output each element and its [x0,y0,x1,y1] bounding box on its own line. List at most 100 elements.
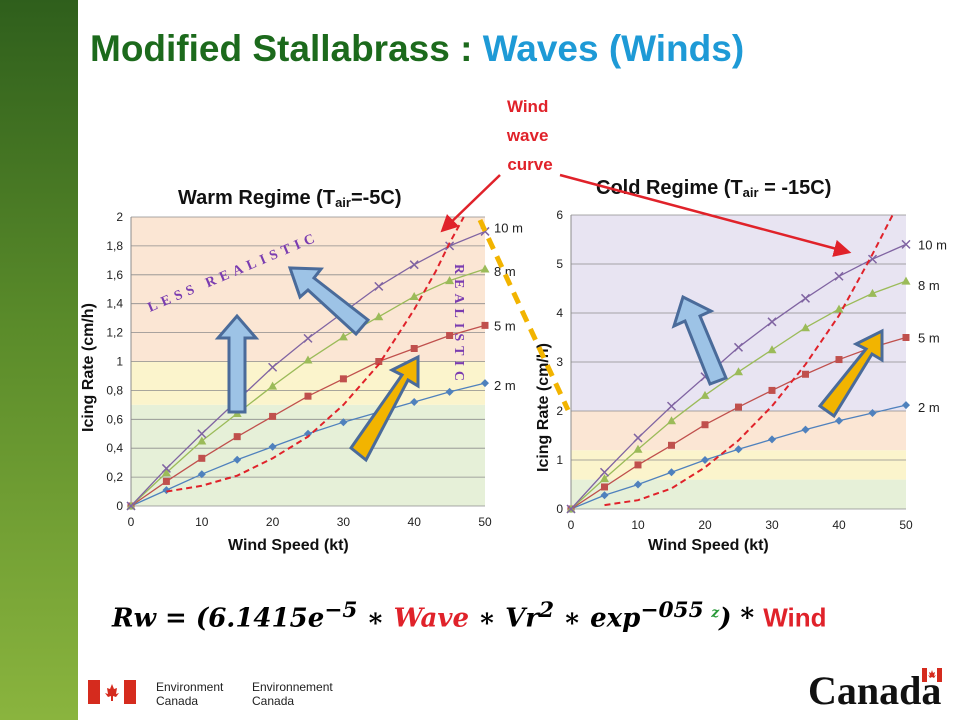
data-point [233,433,241,441]
plot-band [131,404,485,506]
formula-times-1: ∗ [357,603,394,634]
data-point [701,456,709,464]
wordmark-flag-icon [922,668,942,682]
data-point [410,397,419,406]
y-tick-label: 1,6 [106,268,123,282]
data-point [480,264,490,273]
data-point [197,429,207,439]
data-point [834,304,844,313]
x-tick-label: 0 [128,515,135,529]
y-tick-label: 0,8 [106,383,123,397]
series-label: 10 m [918,237,947,252]
formula-exponent-2: 2 [538,598,555,623]
data-point [868,408,877,417]
formula-wind: Wind [763,602,827,633]
yellow-dashed-connector [477,218,571,412]
x-tick-label: 50 [478,515,492,529]
formula-times-2: ∗ [469,603,506,634]
formula-coefficient: 6.1415e [208,603,325,634]
y-tick-label: 5 [556,257,563,271]
cold-chart-y-label: Icing Rate (cm/h) [535,343,552,472]
realistic-label: REALISTIC [451,264,466,386]
data-point [481,321,489,329]
series-label: 5 m [918,331,940,346]
formula-exponent-3: −055 [640,598,712,623]
rw-formula: Rw = (6.1415e−5 ∗ Wave ∗ Vr2 ∗ exp−055 z… [112,598,827,634]
cold-chart-x-label: Wind Speed (kt) [648,537,769,554]
y-tick-label: 0,4 [106,441,123,455]
footer-french-line1: Environnement [252,680,333,694]
data-point [801,323,810,332]
data-point [233,455,242,464]
footer-french-line2: Canada [252,694,295,708]
footer-french: Environnement Canada [252,680,333,708]
gold-diagonal-arrow-left-chart [348,354,420,463]
data-point [768,435,776,444]
slide-title: Modified Stallabrass : Waves (Winds) [90,28,744,70]
data-point [835,356,843,364]
gold-diagonal-arrow-right-chart [817,328,884,419]
x-tick-label: 20 [266,515,280,529]
x-tick-label: 40 [408,515,422,529]
data-point [734,367,743,376]
data-point [601,483,608,491]
canada-wordmark: Canada [808,668,942,713]
data-point [374,312,384,321]
wind-wave-curve-line [166,216,465,493]
data-point [834,271,844,281]
data-point [600,474,609,483]
x-tick-label: 40 [832,518,846,532]
series-label: 10 m [494,220,523,235]
data-point [868,288,877,297]
data-point [800,293,811,303]
data-point [197,436,207,445]
data-point [481,379,489,388]
formula-close: ) * [719,603,764,634]
data-point [902,401,910,410]
data-point [375,358,383,365]
cold-regime-chart: Cold Regime (Tair = -15C) 0 1 2 3 4 5 6 0 10 20 3… [535,177,947,554]
data-point [600,491,609,500]
data-point [268,381,278,390]
warm-chart-y-ticks: 0 0,2 0,4 0,6 0,8 1 1,2 1,4 1,6 1,8 2 [106,210,123,513]
formula-equals: = ( [156,603,209,634]
warm-chart-series-labels: 2 m5 m8 m10 m [494,220,523,393]
title-part-main: Modified Stallabrass : [90,28,483,69]
plot-band [571,479,906,509]
data-point [410,344,418,352]
warm-chart-y-label: Icing Rate (cm/h) [80,303,97,432]
formula-times-3: ∗ [554,603,591,634]
footer-english: Environment Canada [156,680,223,708]
series-label: 2 m [494,378,516,393]
x-tick-label: 10 [631,518,645,532]
blue-diagonal-arrow-left-chart [287,266,371,337]
series-label: 8 m [918,278,940,293]
series-label: 2 m [918,400,940,415]
title-part-highlight: Waves (Winds) [482,28,745,69]
data-point [801,425,810,434]
data-point [667,468,676,477]
y-tick-label: 4 [556,306,563,320]
data-point [901,239,911,249]
data-point [634,480,642,489]
formula-exp: exp [590,603,641,634]
warm-chart-x-label: Wind Speed (kt) [228,537,349,554]
warm-chart-wind-wave-curve [166,216,465,493]
data-point [867,254,878,264]
y-tick-label: 1,2 [106,326,123,340]
x-tick-label: 30 [337,515,351,529]
formula-wave: Wave [393,603,469,634]
data-point [599,467,610,477]
data-point [667,416,676,425]
warm-chart-series [126,226,490,511]
formula-rw: Rw [112,603,156,634]
data-point [338,332,348,341]
data-point [445,387,454,396]
y-tick-label: 0,6 [106,412,123,426]
data-point [768,386,776,394]
data-point [446,331,454,339]
plot-band [571,450,906,480]
data-point [161,463,171,473]
data-point [767,317,777,327]
x-tick-label: 20 [698,518,712,532]
